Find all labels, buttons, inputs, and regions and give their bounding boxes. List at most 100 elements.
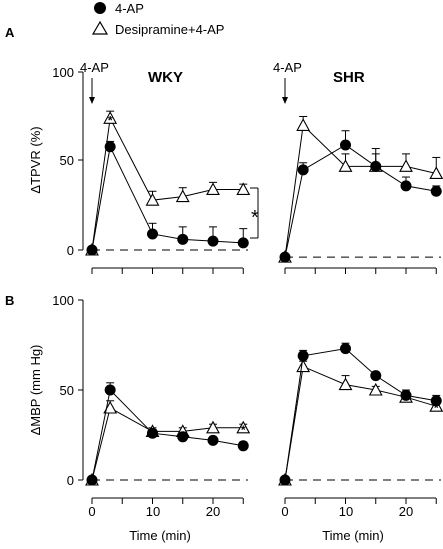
x-tick-b-wky-20: 20 [206,504,220,519]
data-point-triangle [103,400,118,414]
significance-asterisk: * [108,384,113,398]
plot-3: * [278,342,443,486]
series-line [284,365,437,481]
data-point-circle [237,440,249,452]
series-four-ap: * [86,141,249,256]
data-point-circle [104,384,116,396]
data-point-triangle [236,420,251,434]
series-line [284,144,437,258]
data-point-triangle [338,377,353,391]
data-point-circle [279,474,291,486]
series-four-ap: ** [279,130,442,263]
data-point-circle [370,160,382,172]
data-point-circle [86,244,98,256]
x-axis-b-shr: 0 10 20 Time (min) [281,497,437,543]
significance-asterisk: * [241,440,246,454]
legend-marker-4ap [94,2,106,14]
x-axis-a-shr [284,267,437,274]
data-point-circle [237,237,249,249]
y-axis-a: 100 50 0 [52,65,84,258]
significance-asterisk: * [434,185,439,199]
y-axis-label-b: ΔMBP (mm Hg) [28,345,43,436]
y-tick-b-100: 100 [52,293,74,308]
data-point-triangle [296,359,311,373]
legend-marker-desipramine [91,20,109,35]
x-axis-a-wky [91,267,244,274]
data-point-triangle [206,182,220,196]
injection-label-shr: 4-AP [273,60,302,75]
series-desipramine: * [85,110,251,256]
significance-bracket: * [250,187,259,239]
x-tick-b-shr-10: 10 [339,504,353,519]
significance-star: * [251,207,259,229]
x-tick-b-wky-10: 10 [146,504,160,519]
data-point-circle [147,228,158,240]
y-tick-a-50: 50 [60,153,74,168]
y-tick-b-0: 0 [67,473,74,488]
legend-label-desipramine: Desipramine+4-AP [115,22,224,37]
series-desipramine: * [278,359,443,486]
series-four-ap: ** [86,382,249,486]
significance-asterisk: * [108,141,113,155]
injection-annotation-wky: 4-AP [80,60,109,104]
x-axis-b-wky: 0 10 20 Time (min) [88,497,244,543]
x-tick-b-shr-20: 20 [399,504,413,519]
data-point-circle [86,474,98,486]
data-point-circle [177,431,189,443]
x-tick-b-shr-0: 0 [281,504,288,519]
series-line [91,116,244,251]
legend-label-4ap: 4-AP [115,1,144,16]
panel-title-wky: WKY [148,69,183,86]
plot-1: ** [278,116,443,263]
y-axis-b: 100 50 0 [52,293,84,488]
data-point-triangle [399,159,413,172]
data-point-circle [207,235,219,247]
series-four-ap [279,342,442,486]
series-desipramine [278,116,443,263]
data-point-triangle [338,159,353,172]
data-point-circle [430,185,442,197]
data-point-circle [400,180,412,192]
data-point-triangle [206,420,220,434]
data-point-circle [147,427,158,439]
data-point-circle [297,350,309,362]
data-point-triangle [236,182,251,196]
data-point-triangle [429,166,443,180]
y-tick-b-50: 50 [60,383,74,398]
panel-title-shr: SHR [333,69,365,86]
series-line [284,124,437,258]
significance-asterisk: * [108,113,113,127]
data-point-triangle [296,118,311,131]
plot-2: *** [85,382,251,486]
data-point-circle [279,251,291,263]
series-line [91,388,244,481]
data-point-circle [104,141,116,153]
data-point-circle [340,139,351,151]
significance-asterisk: * [301,164,306,178]
data-point-circle [177,233,189,245]
injection-annotation-shr: 4-AP [273,60,302,104]
data-point-circle [207,434,219,446]
significance-asterisk: * [434,401,439,415]
y-tick-a-100: 100 [52,65,74,80]
data-point-triangle [368,382,383,396]
data-point-triangle [145,193,160,206]
x-axis-label-b-shr: Time (min) [322,528,384,543]
plot-0: ** [85,110,251,256]
y-axis-label-a: ΔTPVR (%) [28,126,43,193]
data-point-circle [370,370,382,382]
injection-label-wky: 4-AP [80,60,109,75]
data-point-circle [297,164,309,176]
data-point-triangle [103,111,118,124]
panel-label-b: B [5,293,14,308]
data-point-circle [340,343,351,355]
series-line [91,407,244,481]
data-point-circle [400,389,412,401]
x-tick-b-wky-0: 0 [88,504,95,519]
data-point-circle [430,395,442,407]
x-axis-label-b-wky: Time (min) [129,528,191,543]
legend: 4-AP Desipramine+4-AP [91,1,224,37]
y-tick-a-0: 0 [67,243,74,258]
panel-label-a: A [5,25,15,40]
